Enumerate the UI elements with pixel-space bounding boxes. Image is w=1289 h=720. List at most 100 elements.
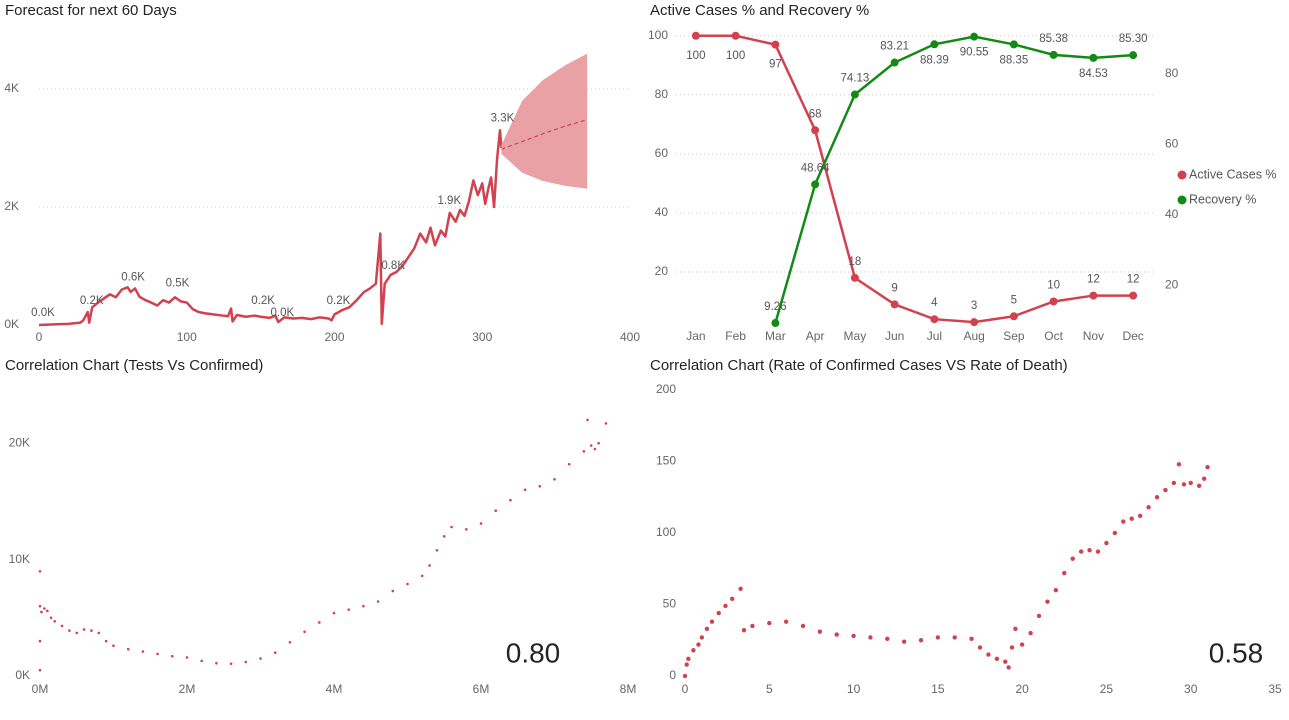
point <box>850 273 859 282</box>
point <box>935 635 941 640</box>
point <box>986 652 991 657</box>
data-label: 9.26 <box>764 301 786 313</box>
x-tick-label: Dec <box>1122 329 1143 343</box>
point <box>38 569 42 573</box>
point <box>1019 642 1025 647</box>
y-tick-label: 100 <box>656 525 676 539</box>
legend-label: Recovery % <box>1189 192 1256 206</box>
point <box>53 619 56 623</box>
point <box>538 484 542 488</box>
data-label: 83.21 <box>880 41 909 53</box>
point <box>800 623 806 629</box>
point <box>604 422 608 425</box>
line <box>774 35 1134 324</box>
data-label: 85.38 <box>1039 33 1068 45</box>
y-tick-label: 100 <box>648 28 668 42</box>
x-tick-label: 300 <box>472 330 492 344</box>
point <box>1205 465 1210 470</box>
point <box>1003 659 1008 664</box>
point <box>288 640 292 644</box>
y-tick-label: 50 <box>663 597 677 611</box>
point <box>868 635 873 640</box>
y-tick-label: 0K <box>4 317 19 331</box>
point <box>731 31 740 40</box>
x-tick-label: Apr <box>806 329 825 343</box>
data-label: 12 <box>1087 274 1100 286</box>
point <box>553 477 556 481</box>
legend-marker <box>1177 195 1187 205</box>
data-label: 0.6K <box>121 272 145 284</box>
y2-tick-label: 80 <box>1165 66 1179 80</box>
data-label: 4 <box>931 297 938 309</box>
point <box>977 645 983 650</box>
point <box>215 661 218 665</box>
point <box>1053 588 1059 593</box>
point <box>1045 599 1050 604</box>
x-tick-label: 400 <box>620 330 640 344</box>
point <box>890 300 899 309</box>
point <box>730 596 735 601</box>
point <box>1095 549 1101 554</box>
point <box>49 616 53 620</box>
point <box>691 31 700 40</box>
point <box>783 619 789 624</box>
data-label: 97 <box>769 59 782 71</box>
correlation-value: 0.58 <box>1209 637 1264 668</box>
point <box>1078 549 1084 554</box>
point <box>1028 630 1033 636</box>
point <box>1129 51 1138 60</box>
x-tick-label: 0 <box>682 682 689 696</box>
point <box>104 639 108 643</box>
point <box>930 315 939 324</box>
point <box>141 650 145 653</box>
data-label: 84.53 <box>1079 68 1108 80</box>
point <box>567 462 571 466</box>
point <box>682 673 688 679</box>
y-tick-label: 4K <box>4 81 19 95</box>
point <box>1049 50 1058 59</box>
point <box>1137 513 1143 519</box>
point <box>1146 505 1151 510</box>
x-tick-label: 4M <box>326 682 343 696</box>
point <box>479 522 483 525</box>
point <box>593 447 597 451</box>
point <box>918 638 924 643</box>
x-tick-label: Aug <box>963 329 984 343</box>
point <box>244 660 248 664</box>
point <box>1176 462 1182 467</box>
point <box>156 652 159 656</box>
data-label: 88.39 <box>920 54 949 66</box>
point <box>597 441 600 445</box>
point <box>952 635 957 640</box>
chart-title: Forecast for next 60 Days <box>5 2 177 19</box>
data-label: 0.5K <box>166 278 190 290</box>
data-label: 90.55 <box>960 47 989 59</box>
data-label: 0.2K <box>251 295 275 307</box>
point <box>1163 487 1168 493</box>
correlation-value: 0.80 <box>506 637 561 668</box>
data-label: 3.3K <box>491 112 515 124</box>
point <box>696 642 701 647</box>
point <box>1013 626 1018 632</box>
point <box>442 535 446 538</box>
data-label: 0.8K <box>381 260 405 272</box>
point <box>40 610 43 614</box>
point <box>259 657 262 660</box>
point <box>318 621 321 624</box>
point <box>885 636 890 642</box>
x-tick-label: 100 <box>177 330 197 344</box>
point <box>1129 516 1134 521</box>
y-tick-label: 0K <box>15 668 30 682</box>
point <box>347 608 351 611</box>
point <box>994 656 1000 662</box>
point <box>930 40 939 49</box>
x-tick-label: Jul <box>927 329 942 343</box>
y2-tick-label: 20 <box>1165 277 1179 291</box>
point <box>1089 291 1098 300</box>
x-tick-label: 0M <box>32 682 49 696</box>
point <box>435 548 439 552</box>
point <box>376 600 380 603</box>
data-label: 88.35 <box>999 54 1028 66</box>
x-tick-label: 6M <box>473 682 490 696</box>
